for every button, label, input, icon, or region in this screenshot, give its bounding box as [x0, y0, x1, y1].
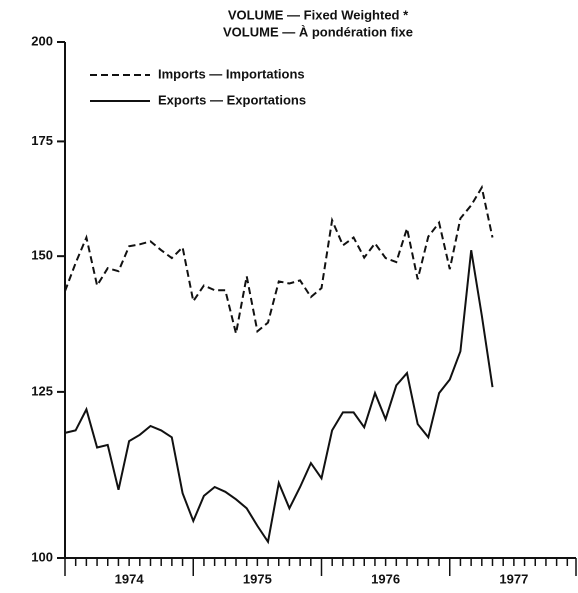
- x-tick-label: 1977: [499, 571, 528, 586]
- y-tick-label: 175: [31, 133, 53, 148]
- series-line: [64, 250, 494, 545]
- chart-subtitle: VOLUME — À pondération fixe: [223, 24, 413, 39]
- legend-label: Exports — Exportations: [158, 92, 306, 107]
- series-line: [64, 184, 494, 334]
- y-tick-label: 100: [31, 549, 53, 564]
- y-tick-label: 125: [31, 383, 53, 398]
- x-tick-label: 1975: [243, 571, 272, 586]
- chart-title: VOLUME — Fixed Weighted *: [228, 7, 409, 22]
- y-tick-label: 150: [31, 248, 53, 263]
- legend-label: Imports — Importations: [158, 66, 305, 81]
- y-tick-label: 200: [31, 33, 53, 48]
- x-tick-label: 1974: [115, 571, 145, 586]
- x-tick-label: 1976: [371, 571, 400, 586]
